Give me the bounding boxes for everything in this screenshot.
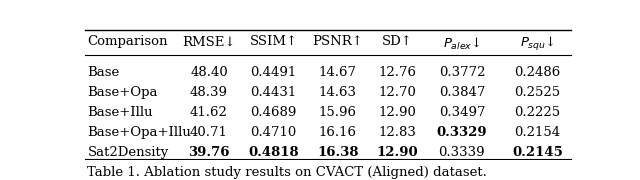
Text: 14.63: 14.63 <box>319 86 357 99</box>
Text: 0.3339: 0.3339 <box>438 146 485 159</box>
Text: 0.2486: 0.2486 <box>515 66 561 79</box>
Text: $P_{alex}$↓: $P_{alex}$↓ <box>443 35 481 51</box>
Text: 0.3497: 0.3497 <box>438 106 485 119</box>
Text: SD↑: SD↑ <box>382 35 413 48</box>
Text: RMSE↓: RMSE↓ <box>182 35 236 48</box>
Text: 12.83: 12.83 <box>378 126 417 139</box>
Text: Comparison: Comparison <box>88 35 168 48</box>
Text: 0.3329: 0.3329 <box>436 126 487 139</box>
Text: SSIM↑: SSIM↑ <box>250 35 298 48</box>
Text: Base+Opa: Base+Opa <box>88 86 158 99</box>
Text: Base: Base <box>88 66 120 79</box>
Text: 12.90: 12.90 <box>376 146 419 159</box>
Text: 0.2145: 0.2145 <box>512 146 563 159</box>
Text: 0.2525: 0.2525 <box>515 86 561 99</box>
Text: 48.40: 48.40 <box>190 66 228 79</box>
Text: 14.67: 14.67 <box>319 66 357 79</box>
Text: 0.3847: 0.3847 <box>439 86 485 99</box>
Text: 39.76: 39.76 <box>188 146 230 159</box>
Text: Base+Opa+Illu: Base+Opa+Illu <box>88 126 191 139</box>
Text: 16.38: 16.38 <box>317 146 358 159</box>
Text: 40.71: 40.71 <box>190 126 228 139</box>
Text: 48.39: 48.39 <box>190 86 228 99</box>
Text: 0.4431: 0.4431 <box>250 86 296 99</box>
Text: 0.4710: 0.4710 <box>250 126 296 139</box>
Text: 0.2154: 0.2154 <box>515 126 561 139</box>
Text: 41.62: 41.62 <box>190 106 228 119</box>
Text: Sat2Density: Sat2Density <box>88 146 169 159</box>
Text: 0.2225: 0.2225 <box>515 106 561 119</box>
Text: 12.76: 12.76 <box>378 66 417 79</box>
Text: 16.16: 16.16 <box>319 126 357 139</box>
Text: Table 1. Ablation study results on CVACT (Aligned) dataset.: Table 1. Ablation study results on CVACT… <box>88 166 487 179</box>
Text: 12.70: 12.70 <box>378 86 417 99</box>
Text: Base+Illu: Base+Illu <box>88 106 153 119</box>
Text: 0.3772: 0.3772 <box>438 66 485 79</box>
Text: $P_{squ}$↓: $P_{squ}$↓ <box>520 35 555 53</box>
Text: 0.4689: 0.4689 <box>250 106 296 119</box>
Text: 0.4818: 0.4818 <box>248 146 299 159</box>
Text: 15.96: 15.96 <box>319 106 357 119</box>
Text: 0.4491: 0.4491 <box>250 66 296 79</box>
Text: 12.90: 12.90 <box>378 106 417 119</box>
Text: PSNR↑: PSNR↑ <box>312 35 364 48</box>
